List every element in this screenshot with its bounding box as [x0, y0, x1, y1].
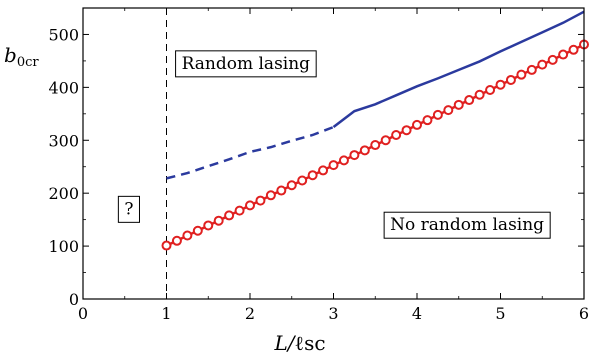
series-red-point [453, 99, 464, 110]
x-axis-label: L/ℓsc [273, 331, 325, 355]
annotations: Random lasing No random lasing? [117, 50, 551, 239]
series-red-point [338, 155, 349, 166]
series-red-point [171, 235, 182, 246]
series-red-point [203, 220, 214, 231]
x-tick-label-2: 2 [245, 304, 255, 323]
x-tick-label-0: 0 [78, 304, 88, 323]
series-red-point [192, 225, 203, 236]
x-axis-label-sub: ℓsc [294, 331, 325, 355]
x-tick-label-5: 5 [495, 304, 505, 323]
annotation-box-2 [117, 195, 140, 223]
series-red-point [318, 165, 329, 176]
y-tick-label-2: 200 [48, 184, 79, 203]
series-red-point [213, 215, 224, 226]
series-red-point [412, 119, 422, 130]
ticks: 0 1 2 3 4 5 6 0 100 200 300 400 500 [48, 8, 589, 323]
series-blue-dashed [166, 125, 334, 180]
y-axis-label: b0cr [4, 43, 39, 70]
series-red-point [224, 210, 235, 221]
series-red-point [328, 160, 339, 171]
series-red-point [391, 129, 402, 140]
series-red-point [558, 49, 569, 60]
series-red-point [495, 79, 506, 90]
series-red-point [234, 205, 245, 216]
annotation-2: ? [117, 195, 140, 223]
series-blue-solid [332, 10, 585, 129]
series-red-point [432, 109, 443, 120]
x-tick-label-1: 1 [161, 304, 171, 323]
series-red-point [255, 195, 266, 206]
y-tick-label-0: 0 [69, 290, 79, 309]
series-red-point [505, 74, 516, 85]
series-red-point [474, 89, 485, 100]
series-red-point [485, 85, 496, 96]
series-red-point [359, 145, 370, 156]
annotation-box-1 [383, 211, 551, 239]
annotation-text-2: ? [124, 199, 133, 219]
series-red-point [307, 170, 318, 181]
annotation-0: Random lasing [175, 50, 317, 78]
series-red-point [265, 190, 276, 201]
annotation-text-0: Random lasing [182, 54, 311, 74]
series-red-point [380, 135, 391, 146]
plot-frame [82, 7, 585, 300]
y-tick-label-1: 100 [48, 237, 79, 256]
annotation-box-0 [175, 50, 317, 78]
series-red-point [537, 59, 548, 70]
series-red-point [443, 105, 454, 116]
x-tick-label-3: 3 [328, 304, 338, 323]
annotation-text-1: No random lasing [390, 215, 544, 235]
series-red-point [297, 175, 308, 186]
series-red-point [422, 115, 433, 126]
series-red-point [182, 230, 193, 241]
series-red-point [276, 185, 287, 196]
y-axis-label-sub: 0cr [17, 55, 40, 70]
series-red-point [349, 150, 360, 161]
x-tick-label-6: 6 [579, 304, 589, 323]
y-tick-label-3: 300 [48, 131, 79, 150]
x-tick-label-4: 4 [412, 304, 422, 323]
y-tick-label-5: 500 [48, 25, 79, 44]
series-red-point [568, 44, 579, 55]
annotation-1: No random lasing [383, 211, 551, 239]
series-red-point [516, 69, 527, 80]
series-red-point [245, 200, 255, 211]
y-tick-label-4: 400 [48, 78, 79, 97]
series-red-point [370, 140, 381, 151]
series-red-point [464, 95, 475, 106]
series-red-point [401, 125, 412, 136]
series-red-point [286, 180, 297, 191]
series-red-point [547, 54, 558, 65]
series-red-point [526, 64, 537, 75]
series-red-point [161, 240, 172, 251]
